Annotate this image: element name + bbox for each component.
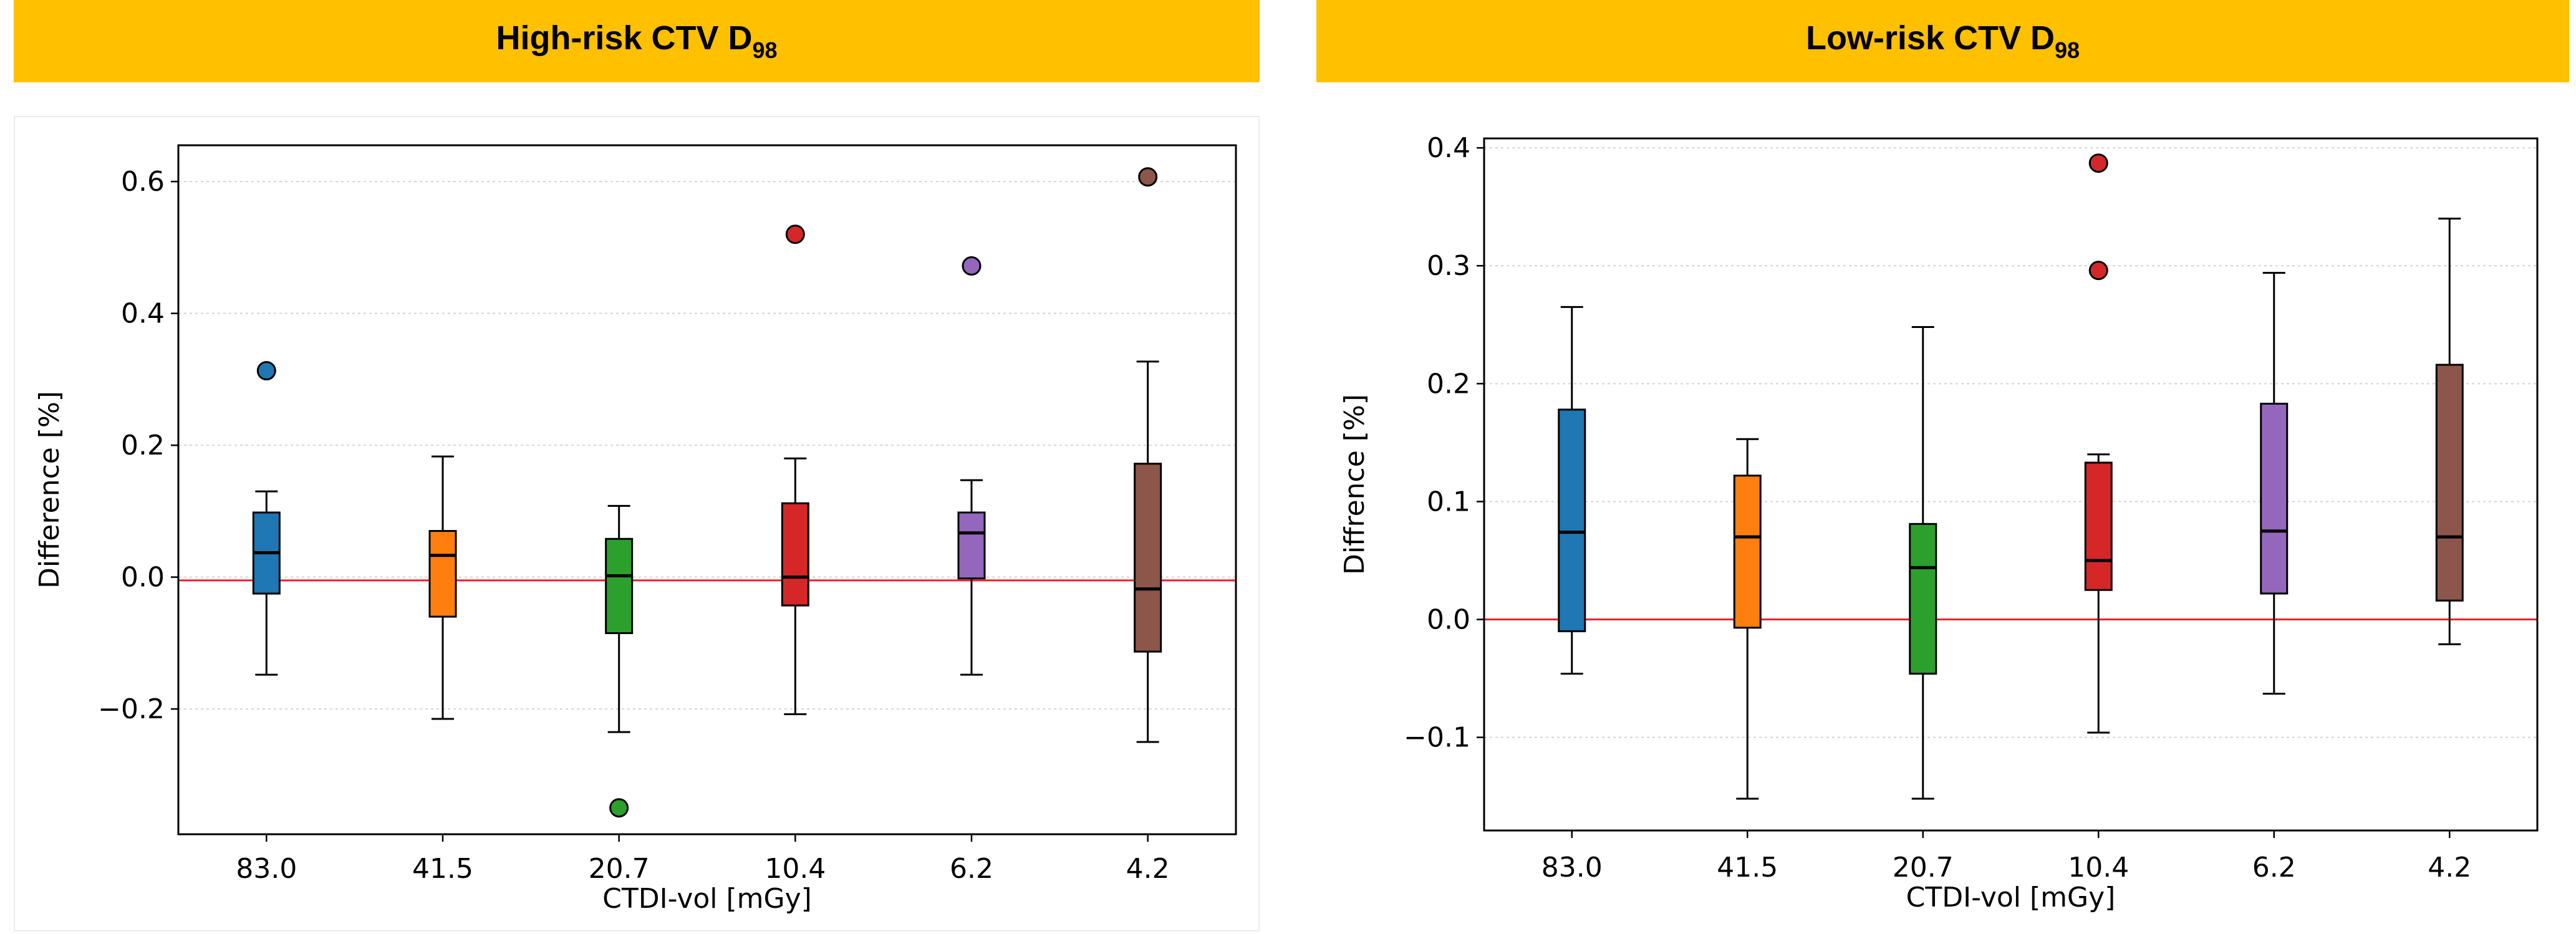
iqr-box (605, 537, 634, 634)
x-tick-label: 4.2 (2428, 852, 2471, 883)
x-tick-label: 83.0 (1541, 852, 1603, 883)
box-83.0 (1558, 306, 1586, 675)
outlier-point (962, 256, 982, 276)
low-risk-chart-panel: −0.1 0.0 0.1 0.2 0.3 0.4 83.0 41.5 20.7 10.4 6.2 4.… (1316, 116, 2576, 932)
iqr-box (781, 502, 809, 607)
y-tick-label: 0.1 (1427, 486, 1470, 518)
box-10.4 (781, 224, 809, 716)
box-10.4 (2084, 153, 2113, 734)
x-tick-label: 10.4 (2068, 852, 2129, 883)
box-4.2 (2435, 218, 2464, 645)
y-axis-label: Difference [%] (34, 391, 65, 589)
x-tick-label: 10.4 (765, 853, 826, 885)
iqr-box (2435, 363, 2464, 602)
x-tick-label: 41.5 (412, 853, 473, 885)
y-tick-label: −0.2 (98, 693, 165, 725)
box-20.7 (1909, 326, 1937, 800)
outlier-point (256, 361, 276, 381)
x-tick-label: 20.7 (1893, 852, 1954, 883)
x-tick-label: 20.7 (589, 853, 650, 885)
box-4.2 (1134, 167, 1162, 743)
y-tick-label: 0.4 (121, 298, 165, 330)
outlier-point (785, 224, 805, 244)
outlier-point (2088, 261, 2108, 281)
iqr-box (957, 511, 986, 580)
y-axis-label: Diffrence [%] (1339, 394, 1371, 575)
y-tick-label: 0.2 (1427, 368, 1470, 400)
x-tick-label: 6.2 (2252, 852, 2296, 883)
high-risk-boxplot-chart: −0.2 0.0 0.2 0.4 0.6 83.0 41.5 20.7 10.4 6.2 4.2 CT… (34, 144, 1237, 915)
low-risk-title-banner: Low-risk CTV D98 (1316, 0, 2569, 82)
high-risk-title-banner: High-risk CTV D98 (14, 0, 1260, 82)
outlier-point (609, 798, 629, 818)
iqr-box (428, 530, 457, 618)
y-tick-label: 0.6 (121, 166, 165, 198)
iqr-box (1733, 474, 1762, 629)
plot-frame (1483, 137, 2539, 832)
x-tick-label: 6.2 (950, 853, 993, 885)
box-83.0 (252, 361, 281, 676)
low-risk-boxplot-chart: −0.1 0.0 0.1 0.2 0.3 0.4 83.0 41.5 20.7 10.4 6.2 4.… (1339, 132, 2539, 913)
iqr-box (1558, 408, 1586, 632)
outlier-point (2088, 153, 2108, 173)
high-risk-title: High-risk CTV D98 (496, 19, 778, 63)
x-tick-label: 41.5 (1717, 852, 1778, 883)
box-6.2 (957, 256, 986, 676)
x-tick-label: 4.2 (1126, 853, 1170, 885)
iqr-box (1909, 522, 1937, 675)
y-tick-label: 0.2 (121, 430, 165, 461)
y-tick-label: 0.0 (121, 562, 165, 594)
iqr-box (2084, 461, 2113, 591)
iqr-box (1134, 463, 1162, 653)
x-axis-label: CTDI-vol [mGy] (602, 883, 812, 915)
y-tick-label: 0.4 (1427, 132, 1470, 164)
outlier-point (1138, 167, 1158, 187)
plot-frame (177, 144, 1237, 835)
low-risk-title: Low-risk CTV D98 (1805, 19, 2080, 63)
box-20.7 (605, 504, 634, 818)
y-tick-label: −0.1 (1404, 722, 1470, 754)
y-tick-label: 0.0 (1427, 604, 1470, 636)
high-risk-chart-panel: −0.2 0.0 0.2 0.4 0.6 83.0 41.5 20.7 10.4 6.2 4.2 CT… (14, 116, 1260, 932)
x-axis-label: CTDI-vol [mGy] (1906, 882, 2116, 913)
box-41.5 (428, 455, 457, 720)
iqr-box (2260, 402, 2289, 595)
box-6.2 (2260, 272, 2289, 695)
y-tick-label: 0.3 (1427, 250, 1470, 282)
x-tick-label: 83.0 (236, 853, 297, 885)
box-41.5 (1733, 438, 1762, 800)
